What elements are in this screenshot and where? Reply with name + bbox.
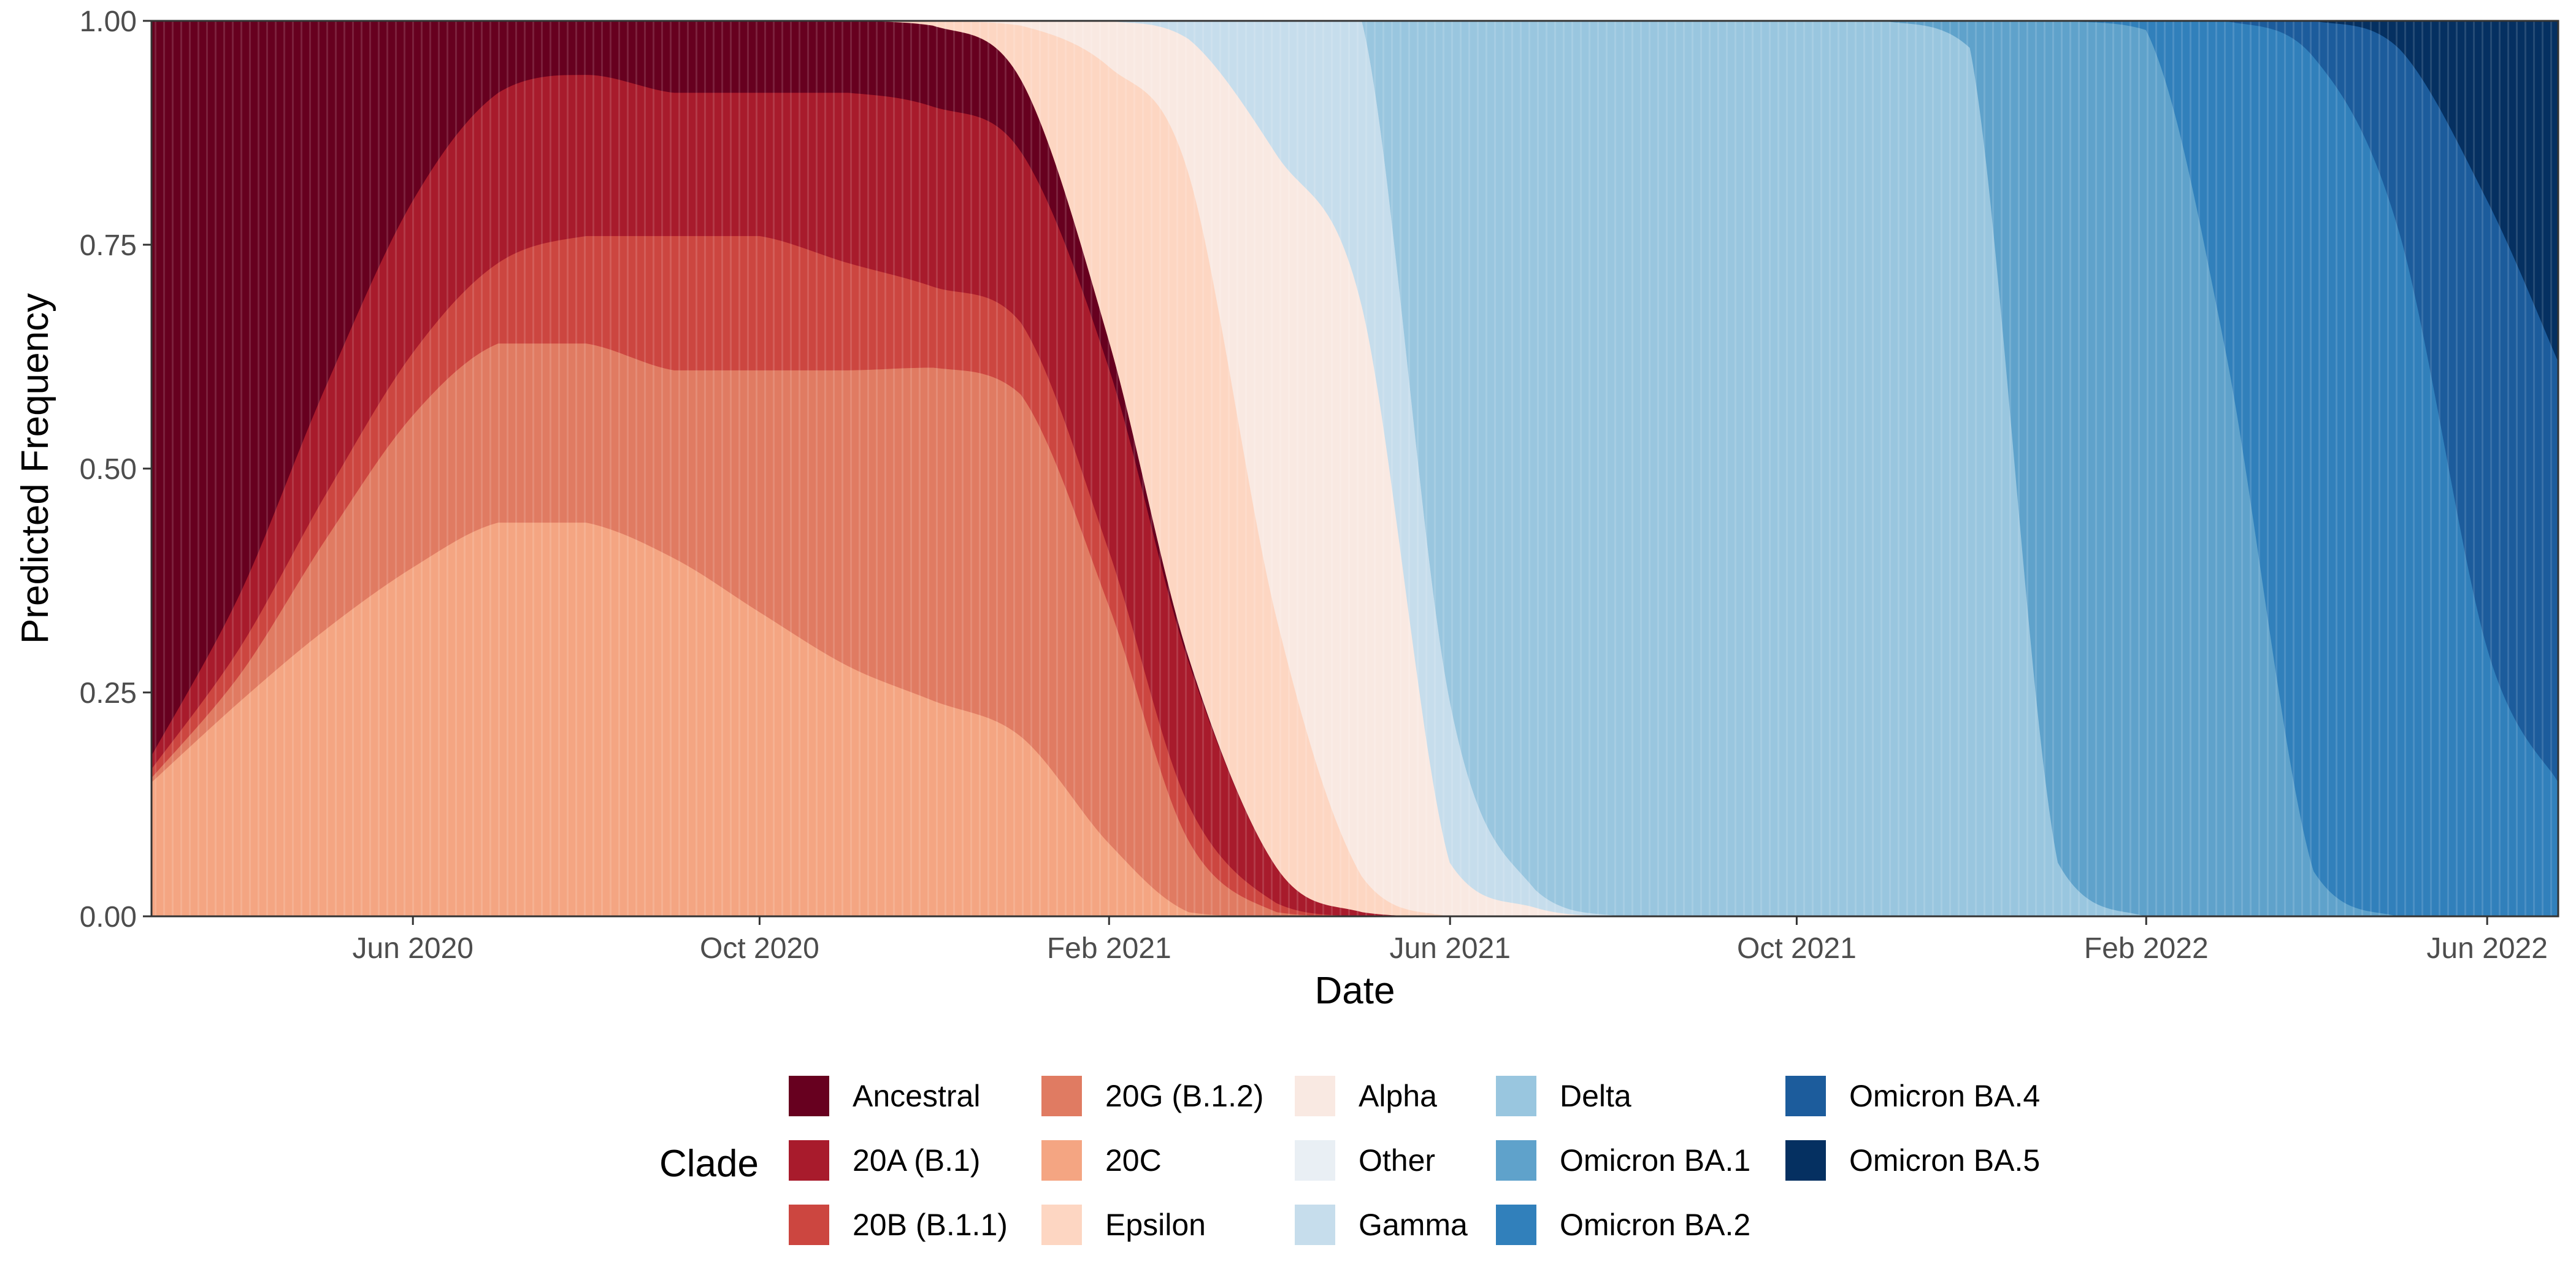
legend-swatch-omicron-ba-5: [1785, 1140, 1826, 1181]
legend-swatch-delta: [1496, 1076, 1536, 1116]
x-axis-title: Date: [1315, 970, 1395, 1012]
x-tick-label: Jun 2020: [352, 932, 473, 965]
legend-swatch-ancestral: [789, 1076, 829, 1116]
legend-label-omicron-ba-5: Omicron BA.5: [1849, 1143, 2040, 1178]
legend-label-gamma: Gamma: [1359, 1208, 1468, 1242]
legend-swatch-omicron-ba-4: [1785, 1076, 1826, 1116]
legend-label-20g-b-1-2: 20G (B.1.2): [1105, 1079, 1263, 1113]
x-tick-label: Jun 2021: [1389, 932, 1511, 965]
legend-swatch-gamma: [1295, 1205, 1335, 1245]
x-tick-label: Oct 2021: [1737, 932, 1857, 965]
legend-swatch-20b-b-1-1: [789, 1205, 829, 1245]
x-tick-label: Jun 2022: [2426, 932, 2548, 965]
legend-label-omicron-ba-2: Omicron BA.2: [1560, 1208, 1750, 1242]
legend-label-other: Other: [1359, 1143, 1435, 1178]
legend-label-omicron-ba-4: Omicron BA.4: [1849, 1079, 2040, 1113]
y-tick-label: 0.00: [80, 901, 137, 933]
legend: Clade Ancestral 20A (B.1) 20B (B.1.1) 20G (…: [659, 1076, 2040, 1245]
y-tick-label: 0.75: [80, 229, 137, 262]
legend-label-ancestral: Ancestral: [853, 1079, 980, 1113]
y-tick-label: 0.50: [80, 453, 137, 486]
x-tick-label: Feb 2022: [2084, 932, 2209, 965]
legend-label-20a-b-1: 20A (B.1): [853, 1143, 980, 1178]
legend-swatch-omicron-ba-1: [1496, 1140, 1536, 1181]
y-axis-title: Predicted Frequency: [14, 293, 56, 644]
legend-label-alpha: Alpha: [1359, 1079, 1437, 1113]
legend-swatch-other: [1295, 1140, 1335, 1181]
x-tick-label: Oct 2020: [700, 932, 819, 965]
x-tick-label: Feb 2021: [1047, 932, 1171, 965]
y-tick-label: 1.00: [80, 6, 137, 38]
legend-swatch-alpha: [1295, 1076, 1335, 1116]
legend-label-omicron-ba-1: Omicron BA.1: [1560, 1143, 1750, 1178]
y-tick-label: 0.25: [80, 677, 137, 710]
legend-swatch-20c: [1041, 1140, 1082, 1181]
x-axis: Jun 2020 Oct 2020 Feb 2021 Jun 2021 Oct 2021…: [352, 916, 2548, 965]
legend-swatch-epsilon: [1041, 1205, 1082, 1245]
stripe-overlay: [151, 21, 2558, 916]
legend-label-epsilon: Epsilon: [1105, 1208, 1206, 1242]
legend-title: Clade: [659, 1143, 759, 1185]
y-axis: 0.00 0.25 0.50 0.75 1.00: [80, 6, 151, 933]
legend-swatch-omicron-ba-2: [1496, 1205, 1536, 1245]
legend-label-20c: 20C: [1105, 1143, 1162, 1178]
legend-label-delta: Delta: [1560, 1079, 1631, 1113]
legend-swatch-20g-b-1-2: [1041, 1076, 1082, 1116]
legend-label-20b-b-1-1: 20B (B.1.1): [853, 1208, 1008, 1242]
legend-swatch-20a-b-1: [789, 1140, 829, 1181]
